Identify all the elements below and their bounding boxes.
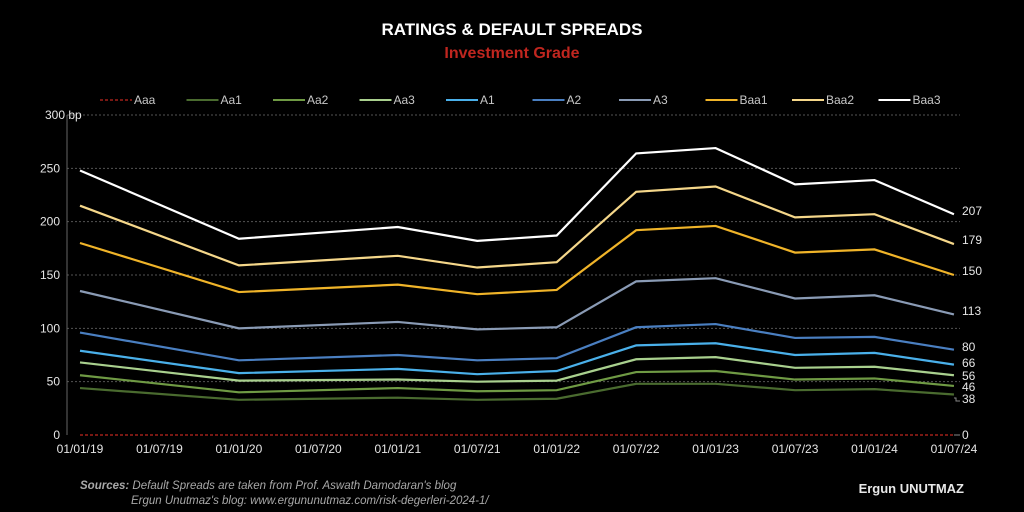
legend-item-aaa[interactable]: Aaa xyxy=(100,93,156,107)
chart-subtitle: Investment Grade xyxy=(444,45,580,62)
series-line-aa2 xyxy=(79,369,955,394)
end-label-baa1: 150 xyxy=(962,264,982,278)
y-tick-label: 250 xyxy=(40,161,60,175)
legend-item-a2[interactable]: A2 xyxy=(532,93,582,107)
x-tick-label: 01/01/20 xyxy=(216,442,263,456)
sources-line-1: Default Spreads are taken from Prof. Asw… xyxy=(132,480,457,492)
x-tick-label: 01/07/21 xyxy=(454,442,501,456)
end-label-a2: 80 xyxy=(962,340,976,354)
y-tick-label: 300 bp xyxy=(45,108,82,122)
legend: Aaa Aa1 Aa2 Aa3 A1 A2 A3 Baa1 Baa2 Baa3 xyxy=(100,93,941,107)
series-line-aa1 xyxy=(79,382,955,401)
legend-label: Baa2 xyxy=(826,93,854,107)
legend-label: Aa3 xyxy=(394,93,416,107)
end-label-baa2: 179 xyxy=(962,233,982,247)
series-line-a2 xyxy=(79,322,955,362)
y-tick-label: 0 xyxy=(53,428,60,442)
legend-label: Aa1 xyxy=(221,93,243,107)
gridlines xyxy=(67,114,960,383)
series-line-a1 xyxy=(79,342,955,376)
sources-line-2: Ergun Unutmaz's blog: www.ergununutmaz.c… xyxy=(131,495,489,507)
series-line-baa3 xyxy=(79,146,955,242)
y-tick-label: 50 xyxy=(47,375,61,389)
x-tick-label: 01/07/20 xyxy=(295,442,342,456)
legend-label: Aaa xyxy=(134,93,156,107)
legend-label: A2 xyxy=(567,93,582,107)
y-axis-ticks: 0 50 100 150 200 250 300 bp xyxy=(40,108,82,442)
end-label-a3: 113 xyxy=(962,304,981,318)
x-tick-label: 01/01/24 xyxy=(851,442,898,456)
author-credit: Ergun UNUTMAZ xyxy=(858,481,964,496)
x-tick-label: 01/07/23 xyxy=(772,442,819,456)
leader-line xyxy=(954,397,960,402)
x-tick-label: 01/07/19 xyxy=(136,442,183,456)
legend-label: Baa1 xyxy=(740,93,768,107)
y-tick-label: 200 xyxy=(40,215,60,229)
end-label-baa3: 207 xyxy=(962,204,982,218)
x-axis-ticks: 01/01/19 01/07/19 01/01/20 01/07/20 01/01/21… xyxy=(57,442,978,456)
x-tick-label: 01/01/19 xyxy=(57,442,104,456)
legend-label: Aa2 xyxy=(307,93,329,107)
end-label-a1: 66 xyxy=(962,356,976,370)
series-line-baa1 xyxy=(79,224,955,296)
legend-item-baa2[interactable]: Baa2 xyxy=(792,93,854,107)
sources-label: Sources: xyxy=(80,480,130,492)
legend-item-aa1[interactable]: Aa1 xyxy=(186,93,243,107)
end-label-aa2: 46 xyxy=(962,380,976,394)
series-line-a3 xyxy=(79,277,955,331)
end-label-aaa: 0 xyxy=(962,428,969,442)
legend-item-aa3[interactable]: Aa3 xyxy=(359,93,416,107)
legend-item-baa1[interactable]: Baa1 xyxy=(705,93,768,107)
x-tick-label: 01/07/22 xyxy=(613,442,660,456)
end-label-aa3: 56 xyxy=(962,369,976,383)
x-tick-label: 01/01/21 xyxy=(374,442,421,456)
series-line-baa2 xyxy=(79,185,955,269)
legend-item-a3[interactable]: A3 xyxy=(619,93,668,107)
series-lines xyxy=(79,146,955,436)
legend-item-aa2[interactable]: Aa2 xyxy=(273,93,329,107)
y-tick-label: 100 xyxy=(40,321,60,335)
chart-title: RATINGS & DEFAULT SPREADS xyxy=(381,20,643,39)
x-tick-label: 01/01/23 xyxy=(692,442,739,456)
series-line-aa3 xyxy=(79,356,955,383)
sources-note: Sources: Default Spreads are taken from … xyxy=(80,479,489,509)
legend-label: A3 xyxy=(653,93,668,107)
legend-item-baa3[interactable]: Baa3 xyxy=(878,93,941,107)
legend-item-a1[interactable]: A1 xyxy=(446,93,495,107)
legend-label: Baa3 xyxy=(913,93,941,107)
x-tick-label: 01/01/22 xyxy=(533,442,580,456)
x-tick-label: 01/07/24 xyxy=(931,442,978,456)
y-tick-label: 150 xyxy=(40,268,60,282)
end-label-aa1: 38 xyxy=(962,392,976,406)
legend-label: A1 xyxy=(480,93,495,107)
